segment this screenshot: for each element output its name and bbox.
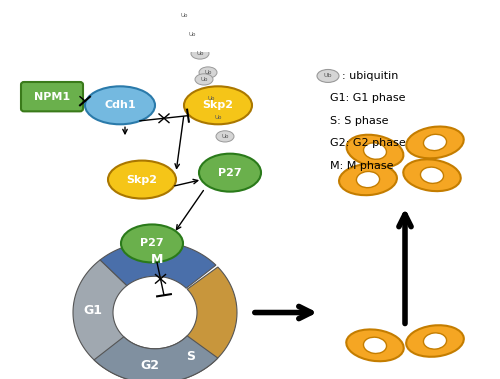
Ellipse shape xyxy=(339,164,397,195)
Ellipse shape xyxy=(191,48,209,59)
Ellipse shape xyxy=(424,333,446,349)
Ellipse shape xyxy=(209,112,227,123)
Polygon shape xyxy=(73,260,128,367)
Text: Ub: Ub xyxy=(214,115,222,120)
Ellipse shape xyxy=(346,329,404,361)
Ellipse shape xyxy=(364,337,386,354)
Ellipse shape xyxy=(183,29,201,40)
Ellipse shape xyxy=(364,143,386,159)
Ellipse shape xyxy=(202,93,220,104)
Text: P27: P27 xyxy=(140,238,164,249)
Text: M: M phase: M: M phase xyxy=(330,161,394,171)
Ellipse shape xyxy=(85,86,155,124)
Ellipse shape xyxy=(346,135,404,168)
Polygon shape xyxy=(94,336,218,379)
Ellipse shape xyxy=(121,224,183,262)
Ellipse shape xyxy=(199,67,217,78)
Text: S: S phase: S: S phase xyxy=(330,116,388,126)
Text: G1: G1 phase: G1: G1 phase xyxy=(330,93,406,103)
Ellipse shape xyxy=(356,171,380,188)
Ellipse shape xyxy=(184,86,252,124)
Ellipse shape xyxy=(216,131,234,142)
Text: Ub: Ub xyxy=(221,134,229,139)
Ellipse shape xyxy=(406,127,464,158)
Text: G2: G2 phase: G2: G2 phase xyxy=(330,138,406,148)
Text: Ub: Ub xyxy=(324,74,332,78)
Text: G1: G1 xyxy=(84,304,102,317)
Text: Skp2: Skp2 xyxy=(126,175,158,185)
Text: G2: G2 xyxy=(140,359,159,372)
Text: Ub: Ub xyxy=(196,51,204,56)
Text: : ubiquitin: : ubiquitin xyxy=(342,71,398,81)
Ellipse shape xyxy=(420,167,444,183)
Ellipse shape xyxy=(404,159,460,191)
Polygon shape xyxy=(102,267,237,379)
Ellipse shape xyxy=(317,69,339,82)
Text: M: M xyxy=(151,252,164,266)
Text: Ub: Ub xyxy=(180,13,188,18)
Ellipse shape xyxy=(167,0,185,2)
FancyBboxPatch shape xyxy=(21,82,83,111)
Text: P27: P27 xyxy=(218,168,242,178)
Text: NPM1: NPM1 xyxy=(34,92,70,102)
Text: Ub: Ub xyxy=(200,77,208,82)
Ellipse shape xyxy=(175,10,193,21)
Text: Ub: Ub xyxy=(208,96,215,101)
Text: Skp2: Skp2 xyxy=(202,100,234,110)
Text: Ub: Ub xyxy=(188,32,196,37)
Ellipse shape xyxy=(199,153,261,192)
Ellipse shape xyxy=(195,74,213,85)
Text: Cdh1: Cdh1 xyxy=(104,100,136,110)
Polygon shape xyxy=(100,242,216,288)
Ellipse shape xyxy=(424,134,446,150)
Text: S: S xyxy=(186,350,195,363)
Text: Ub: Ub xyxy=(204,70,212,75)
Ellipse shape xyxy=(108,161,176,199)
Ellipse shape xyxy=(406,325,464,357)
